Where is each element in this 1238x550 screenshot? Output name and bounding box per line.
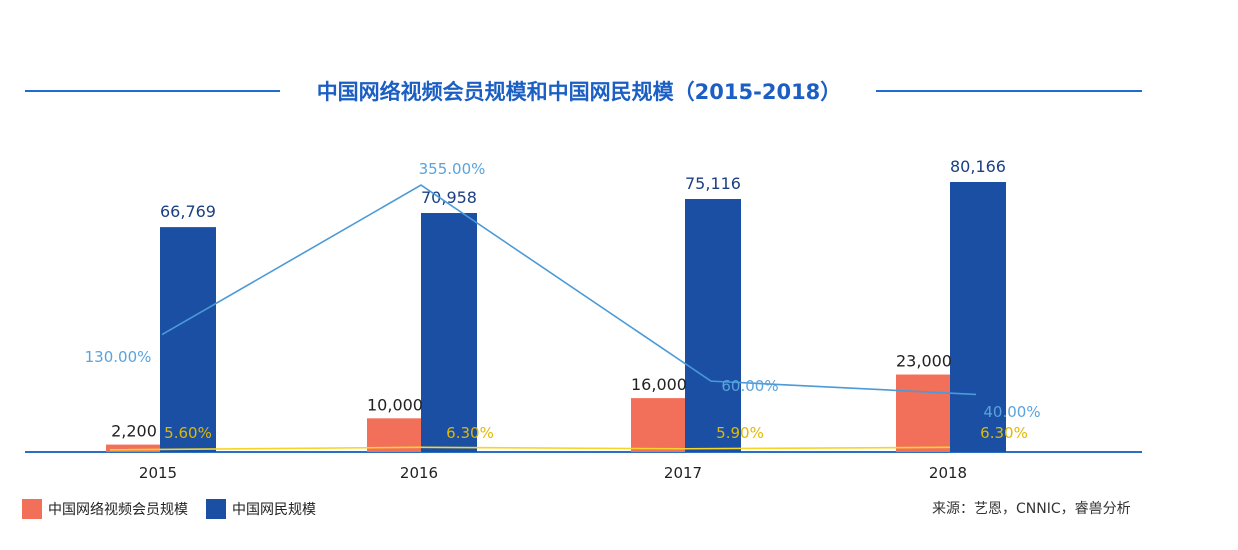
line-penetration — [109, 446, 951, 451]
x-tick-label-2017: 2017 — [664, 464, 702, 482]
legend-label-users: 中国网民规模 — [232, 502, 316, 518]
bar-members-2018 — [896, 374, 952, 452]
data-label-growth-2018: 40.00% — [983, 403, 1040, 421]
bar-users-2015 — [160, 227, 216, 452]
bar-members-2017 — [631, 398, 687, 452]
title-rule-left — [25, 90, 280, 92]
legend-swatch-members — [22, 499, 42, 519]
data-label-penetration-2015: 5.60% — [164, 424, 212, 442]
bar-users-2018 — [950, 182, 1006, 452]
data-label-users-2015: 66,769 — [160, 202, 216, 221]
data-label-growth-2015: 130.00% — [85, 348, 152, 366]
data-label-penetration-2016: 6.30% — [446, 424, 494, 442]
legend-swatch-users — [206, 499, 226, 519]
data-label-members-2017: 16,000 — [631, 375, 687, 394]
bar-members-2015 — [106, 444, 162, 452]
x-tick-label-2018: 2018 — [929, 464, 967, 482]
data-label-users-2018: 80,166 — [950, 157, 1006, 176]
data-label-members-2015: 2,200 — [111, 422, 157, 441]
data-label-growth-2017: 60.00% — [721, 377, 778, 395]
data-label-members-2016: 10,000 — [367, 395, 423, 414]
line-member-growth — [161, 184, 977, 396]
legend-label-members: 中国网络视频会员规模 — [48, 502, 188, 518]
data-label-growth-2016: 355.00% — [419, 160, 486, 178]
legend-item-members: 中国网络视频会员规模 — [22, 499, 188, 519]
bar-users-2017 — [685, 199, 741, 452]
x-tick-label-2015: 2015 — [139, 464, 177, 482]
legend: 中国网络视频会员规模 中国网民规模 — [22, 497, 334, 521]
title-bar: 中国网络视频会员规模和中国网民规模（2015-2018） — [0, 72, 1238, 112]
data-label-penetration-2018: 6.30% — [980, 424, 1028, 442]
data-label-penetration-2017: 5.90% — [716, 424, 764, 442]
chart-title: 中国网络视频会员规模和中国网民规模（2015-2018） — [316, 80, 842, 104]
title-rule-right — [876, 90, 1142, 92]
x-tick-label-2016: 2016 — [400, 464, 438, 482]
data-label-users-2017: 75,116 — [685, 174, 741, 193]
source-note: 来源：艺恩，CNNIC，睿兽分析 — [932, 501, 1131, 517]
bar-users-2016 — [421, 213, 477, 452]
data-label-users-2016: 70,958 — [421, 188, 477, 207]
legend-item-users: 中国网民规模 — [206, 499, 316, 519]
bar-members-2016 — [367, 418, 423, 452]
data-label-members-2018: 23,000 — [896, 352, 952, 371]
